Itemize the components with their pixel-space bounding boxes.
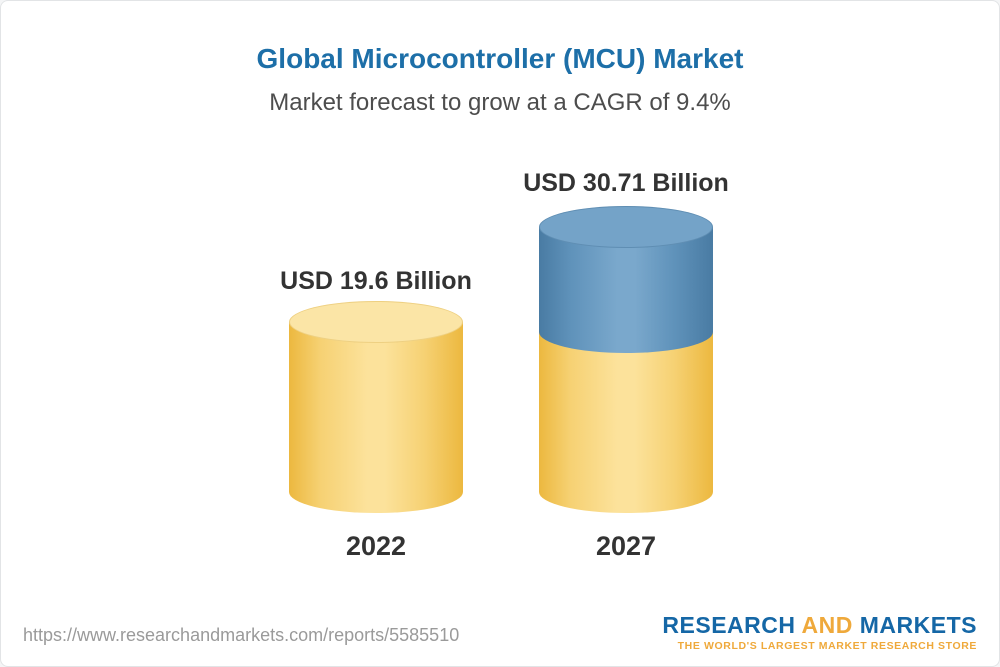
bar-2027-cylinder-base-segment	[539, 331, 713, 513]
research-and-markets-logo: RESEARCH AND MARKETS THE WORLD'S LARGEST…	[662, 612, 977, 653]
logo-word-research: RESEARCH	[662, 611, 796, 638]
page-title: Global Microcontroller (MCU) Market	[256, 43, 744, 74]
category-label-2027: 2027	[595, 531, 657, 561]
logo-word-and: AND	[801, 611, 853, 638]
bar-2027-cylinder-growth-segment	[539, 227, 713, 353]
logo-tagline: THE WORLD'S LARGEST MARKET RESEARCH STOR…	[677, 639, 977, 652]
bar-2022-cylinder-body	[289, 322, 463, 513]
page-subtitle: Market forecast to grow at a CAGR of 9.4…	[269, 89, 731, 116]
value-label-2027: USD 30.71 Billion	[523, 169, 729, 197]
bar-2022-cylinder-top	[289, 301, 463, 343]
logo-word-markets: MARKETS	[859, 611, 977, 638]
bar-2027-cylinder-top	[539, 206, 713, 248]
category-label-2022: 2022	[345, 531, 407, 561]
value-label-2022: USD 19.6 Billion	[280, 267, 472, 295]
report-url: https://www.researchandmarkets.com/repor…	[23, 625, 460, 645]
logo-wordmark: RESEARCH AND MARKETS	[662, 612, 977, 638]
